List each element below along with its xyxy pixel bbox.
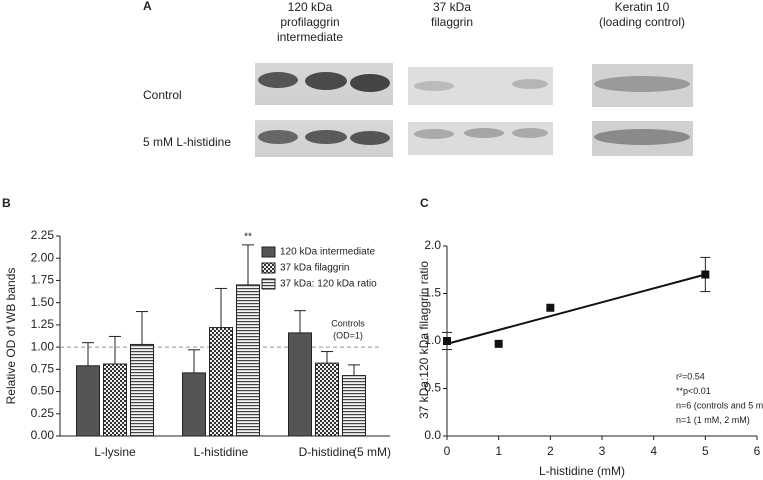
y-tick-label: 0.50 [31,384,55,398]
legend-label: 37 kDa filaggrin [280,263,349,274]
column-header: (loading control) [599,15,685,29]
panel-label: B [2,196,11,210]
y-tick-label: 1.25 [31,317,55,331]
column-header: intermediate [277,30,343,44]
x-tick-label: 2 [547,444,554,458]
y-tick-label: 1.00 [31,339,55,353]
x-tick-label: D-histidine [299,445,356,459]
y-tick-label: 1.0 [424,333,441,347]
column-header: 37 kDa [433,0,471,14]
x-tick-label: 4 [650,444,657,458]
x-tick-label: 1 [495,444,502,458]
legend-swatch [261,278,276,290]
x-tick-label: L-lysine [94,445,136,459]
column-header: filaggrin [431,15,473,29]
legend-label: 37 kDa: 120 kDa ratio [280,279,377,290]
y-tick-label: 2.25 [31,228,55,242]
panel-label: A [143,0,152,13]
y-tick-label: 1.75 [31,273,55,287]
bar [76,365,100,437]
annotation: r²=0.54 [676,371,705,381]
reference-label: (OD=1) [333,330,363,340]
row-label: Control [143,88,182,102]
y-tick-label: 1.5 [424,286,441,300]
y-tick-label: 0.25 [31,406,55,420]
x-tick-label: 6 [754,444,761,458]
annotation: n=6 (controls and 5 mM) [676,400,763,410]
x-tick-label: 3 [599,444,606,458]
legend-swatch [261,262,276,274]
fit-line [446,273,706,345]
bar [315,362,339,437]
bar [288,332,312,437]
panel-label: C [420,196,429,210]
x-axis-label: L-histidine (mM) [539,464,625,478]
y-axis-label: Relative OD of WB bands [4,268,18,405]
y-axis-label: 37 kDa:120 kDa filaggrin ratio [417,261,431,419]
point [546,303,555,312]
reference-label: Controls [331,318,365,328]
column-header: Keratin 10 [615,0,670,14]
y-tick-label: 2.00 [31,250,55,264]
blots [255,63,693,157]
legend-label: 120 kDa intermediate [280,247,375,258]
bar [342,375,366,437]
y-tick-label: 0.75 [31,362,55,376]
significance: ** [244,232,252,243]
y-tick-label: 0.5 [424,381,441,395]
x-tick-label: L-histidine [194,445,249,459]
annotation: **p<0.01 [676,386,711,396]
legend-swatch [261,246,276,258]
bar [236,284,260,437]
column-header: 120 kDa [288,0,333,14]
point [494,339,503,348]
x-tick-label: 0 [444,444,451,458]
bar [130,343,154,437]
row-label: 5 mM L-histidine [143,135,231,149]
annotation: n=1 (1 mM, 2 mM) [676,415,750,425]
y-tick-label: 0.00 [31,428,55,442]
x-unit: (5 mM) [353,445,391,459]
bar [103,363,127,437]
bar [182,372,206,437]
point [443,337,451,345]
point [701,270,710,279]
x-tick-label: 5 [702,444,709,458]
column-header: profilaggrin [280,15,339,29]
y-tick-label: 0.0 [424,428,441,442]
y-tick-label: 2.0 [424,238,441,252]
bar [209,327,233,437]
y-tick-label: 1.50 [31,295,55,309]
